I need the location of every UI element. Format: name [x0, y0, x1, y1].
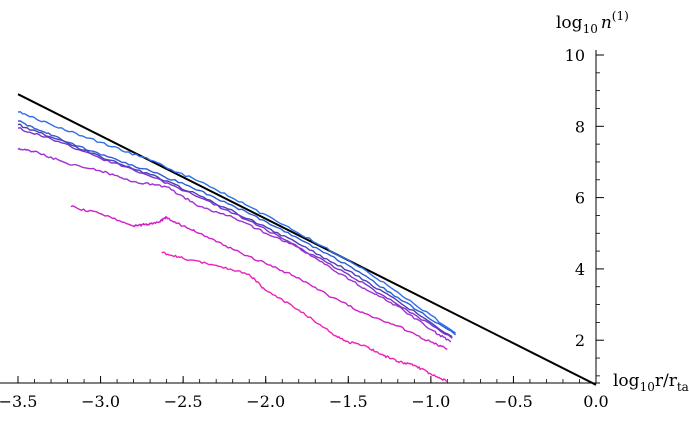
- series-line-violet: [17, 147, 452, 343]
- series-line-reference: [17, 93, 597, 386]
- x-axis-label-sub: 10: [640, 380, 655, 394]
- x-tick-label: −3.5: [0, 392, 37, 411]
- y-tick-label: 8: [575, 117, 585, 136]
- x-tick-label: −2.5: [164, 392, 203, 411]
- y-tick-label: 2: [575, 331, 585, 350]
- x-axis-label-main: r/r: [655, 371, 678, 391]
- axis-labels: log10 n(1) log10r/rta: [556, 9, 689, 394]
- x-tick-label: −0.5: [494, 392, 533, 411]
- x-axis-label-prefix: log: [613, 371, 640, 391]
- y-axis-label: log10 n(1): [556, 9, 629, 36]
- x-axis-label: log10r/rta: [613, 371, 689, 394]
- series-line-indigo: [17, 123, 453, 338]
- series-layer: [17, 93, 597, 386]
- y-tick-label: 4: [575, 260, 585, 279]
- x-tick-label: −3.0: [81, 392, 120, 411]
- y-axis-label-main: n: [601, 13, 612, 33]
- y-axis-label-sub: 10: [583, 22, 598, 36]
- x-tick-label: 0.0: [583, 392, 608, 411]
- x-axis-label-main-sub: ta: [677, 380, 689, 394]
- axes: −3.5 −3.0 −2.5 −2.0 −1.5 −1.0 −0.5 0.0 2 4 6 8 10: [0, 46, 609, 411]
- y-tick-label: 6: [575, 189, 585, 208]
- x-tick-label: −1.5: [329, 392, 368, 411]
- y-axis-label-sup: (1): [612, 9, 629, 23]
- y-axis-label-prefix: log: [556, 13, 583, 33]
- series-line-magenta: [70, 205, 448, 350]
- series-line-blue: [17, 111, 456, 334]
- series-line-purple: [17, 127, 453, 339]
- x-tick-label: −1.0: [411, 392, 450, 411]
- series-line-pink: [161, 251, 448, 382]
- y-tick-label: 10: [565, 46, 585, 65]
- x-tick-label: −2.0: [246, 392, 285, 411]
